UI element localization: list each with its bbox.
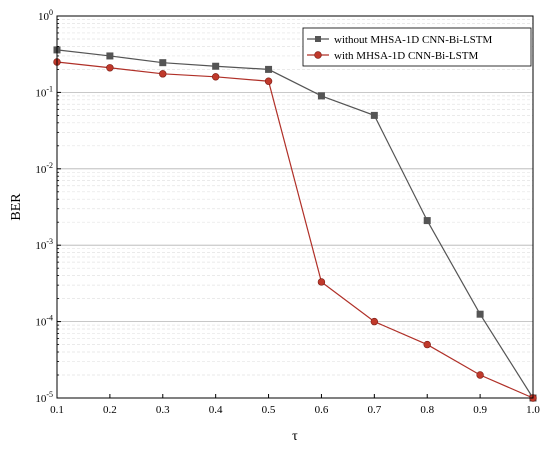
data-point-circle [423, 340, 431, 349]
y-tick-label: 10-2 [35, 161, 53, 176]
x-tick-label: 0.4 [209, 404, 223, 416]
data-point-circle [211, 73, 220, 81]
plot-frame [56, 15, 534, 399]
x-tick-label: 0.9 [473, 404, 487, 416]
x-axis-title: τ [292, 429, 298, 444]
y-tick-label: 10-4 [35, 314, 53, 329]
data-point-circle [370, 317, 379, 326]
data-point-circle [106, 64, 114, 72]
data-point-square [212, 62, 220, 70]
data-point-circle [159, 70, 167, 78]
data-point-square [317, 92, 325, 100]
legend-marker-circle [314, 51, 322, 59]
y-tick-label: 100 [38, 8, 53, 23]
x-tick-label: 0.6 [315, 404, 329, 416]
y-tick-label: 10-1 [35, 84, 53, 99]
legend-marker-square [315, 36, 321, 42]
legend-label-without: without MHSA-1D CNN-Bi-LSTM [334, 34, 493, 46]
data-point-circle [476, 371, 484, 379]
data-point-square [159, 59, 167, 67]
axis-ticks: 0.1 0.2 0.3 0.4 0.5 0.6 0.7 0.8 0.9 1.0 100 10-1 10-… [35, 8, 540, 416]
data-point-square [265, 65, 273, 73]
legend-box [302, 27, 532, 67]
data-point-circle [317, 278, 326, 286]
series-line-1 [56, 61, 534, 399]
data-point-square [423, 217, 431, 225]
x-tick-label: 0.2 [103, 404, 117, 416]
x-tick-label: 0.8 [420, 404, 434, 416]
x-tick-label: 0.7 [367, 404, 381, 416]
grid [57, 19, 533, 376]
y-axis-title: BER [9, 193, 24, 221]
legend: without MHSA-1D CNN-Bi-LSTM with MHSA-1D… [302, 27, 532, 67]
y-tick-label: 10-5 [35, 390, 53, 405]
data-point-square [370, 111, 378, 119]
series-line-0 [56, 49, 534, 399]
y-tick-label: 10-3 [35, 237, 53, 252]
x-tick-label: 0.3 [156, 404, 170, 416]
data-point-circle [264, 77, 273, 85]
data-point-square [106, 52, 114, 60]
x-tick-label: 0.1 [50, 404, 64, 416]
legend-label-with: with MHSA-1D CNN-Bi-LSTM [334, 50, 478, 62]
data-point-square [476, 310, 484, 318]
x-tick-label: 1.0 [526, 404, 540, 416]
x-tick-label: 0.5 [262, 404, 276, 416]
